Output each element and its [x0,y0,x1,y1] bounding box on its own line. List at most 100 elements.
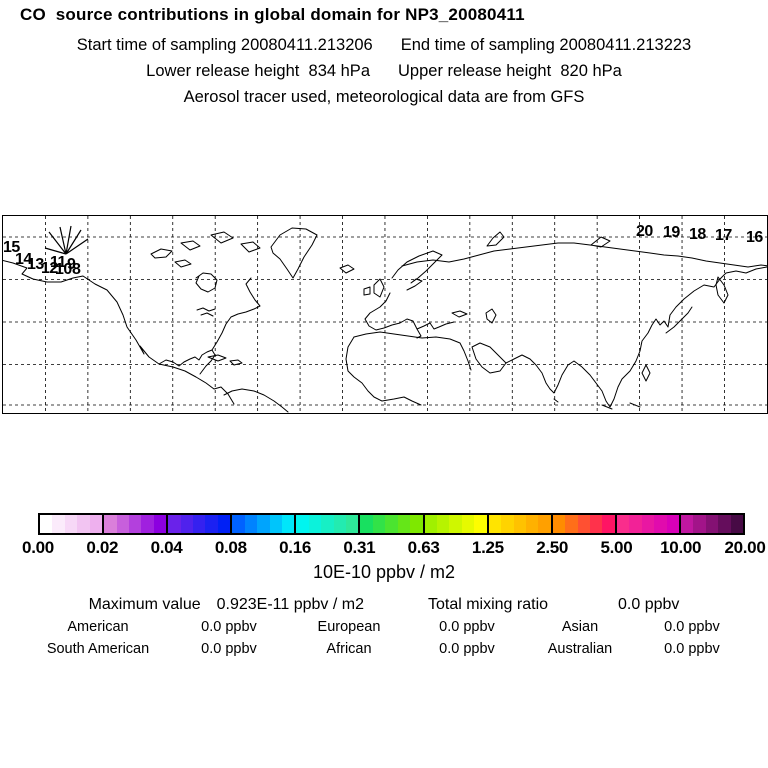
colorbar-cell [513,515,526,533]
colorbar-cell [552,515,566,533]
colorbar-cell [244,515,258,533]
stats-summary-line: Maximum value 0.923E-11 ppbv / m2 Total mi… [0,596,768,614]
colorbar-tick: 5.00 [600,538,633,557]
colorbar-cell [141,515,154,533]
colorbar-cell [40,515,53,533]
region-value: 0.0 ppbv [439,619,495,635]
colorbar-cell [410,515,423,533]
total-mixing-ratio-label: Total mixing ratio [427,596,549,613]
trajectory-hour-label: 16 [746,229,763,246]
colorbar-cell [436,515,450,533]
colorbar-cell [693,515,706,533]
colorbar-cell [205,515,218,533]
south-america-caribbean [207,354,289,413]
colorbar-cell [654,515,667,533]
colorbar-units: 10E-10 ppbv / m2 [312,562,456,582]
trajectory-hour-label: 11 [50,254,67,271]
colorbar-segment [486,515,551,533]
colorbar-cell [360,515,373,533]
region-label: American [67,619,129,635]
colorbar-tick: 1.25 [471,538,504,557]
colorbar-segment [166,515,231,533]
trajectory-hour-label: 10 [55,261,72,278]
regional-contributions-table: American 0.0 ppbv European 0.0 ppbv Asian 0.0… [23,618,745,659]
sampling-end-text: End time of sampling 20080411.213223 [400,36,692,54]
black-caspian-seas [451,308,497,324]
arabia [471,342,507,374]
colorbar-segment [678,515,744,533]
colorbar-cell [385,515,398,533]
colorbar-segment [614,515,679,533]
trajectory-hour-label: 19 [663,224,680,241]
world-map: 15 14 13 12 11 10 9 8 20 19 18 17 16 [2,215,768,414]
region-value: 0.0 ppbv [664,641,720,657]
region-value: 0.0 ppbv [664,619,720,635]
page-title: CO source contributions in global domain… [20,5,525,24]
colorbar-tick: 0.31 [343,538,376,557]
colorbar-cell [281,515,295,533]
trajectory-hour-labels-right: 20 19 18 17 16 [636,223,764,246]
colorbar-cell [52,515,65,533]
colorbar-cell [168,515,181,533]
colorbar-cell [296,515,309,533]
colorbar-cell [488,515,502,533]
colorbar-cell [424,515,437,533]
scandinavia [391,250,443,291]
russia-arctic-coast [401,231,767,268]
colorbar-cell [602,515,615,533]
region-value: 0.0 ppbv [439,641,495,657]
colorbar-cell [590,515,603,533]
great-lakes [196,307,216,317]
colorbar-cell [666,515,679,533]
colorbar-tick-labels: 0.00 0.02 0.04 0.08 0.16 0.31 0.63 1.25 2.50 5.00… [0,538,768,558]
japan [665,306,693,334]
coastlines [3,227,767,413]
colorbar-cell [641,515,655,533]
se-asia-islands [553,364,651,410]
region-label: South American [46,641,150,657]
tracer-note-text: Aerosol tracer used, meteorological data… [183,88,585,106]
trajectory-hour-label: 12 [41,260,58,277]
colorbar-cell [680,515,694,533]
colorbar-cell [397,515,411,533]
colorbar-tick: 0.08 [214,538,247,557]
colorbar-segment [40,515,103,533]
colorbar-tick: 0.04 [150,538,183,557]
colorbar-tick: 0.63 [407,538,440,557]
colorbar-tick: 0.02 [86,538,119,557]
colorbar-cell [474,515,487,533]
colorbar-segment [102,515,167,533]
trajectory-hour-label: 20 [636,223,653,240]
colorbar-cell [257,515,270,533]
region-label: Asian [561,619,599,635]
trajectory-hour-label: 13 [27,256,44,273]
colorbar-cell [321,515,334,533]
asia-south-east-coast [505,266,767,408]
trajectory-hour-label: 14 [15,251,32,268]
colorbar-cell [180,515,194,533]
colorbar [38,513,745,535]
colorbar-cell [128,515,142,533]
colorbar-cell [217,515,231,533]
colorbar-segment [422,515,487,533]
colorbar-segment [550,515,615,533]
colorbar-cell [616,515,630,533]
colorbar-tick: 10.00 [660,538,702,557]
colorbar-cell [461,515,475,533]
colorbar-tick: 20.00 [724,538,766,557]
colorbar-cell [64,515,78,533]
map-gridlines [3,216,767,413]
trajectory-hour-label: 17 [715,227,732,244]
colorbar-cell [333,515,347,533]
colorbar-segment [294,515,359,533]
colorbar-segment [230,515,295,533]
iceland [339,264,355,274]
colorbar-cell [565,515,578,533]
colorbar-segment [358,515,423,533]
region-label: European [317,619,381,635]
total-mixing-ratio-value: 0.0 ppbv [618,596,680,613]
lower-release-text: Lower release height 834 hPa [146,62,370,80]
region-label: Australian [547,641,613,657]
colorbar-cell [153,515,167,533]
